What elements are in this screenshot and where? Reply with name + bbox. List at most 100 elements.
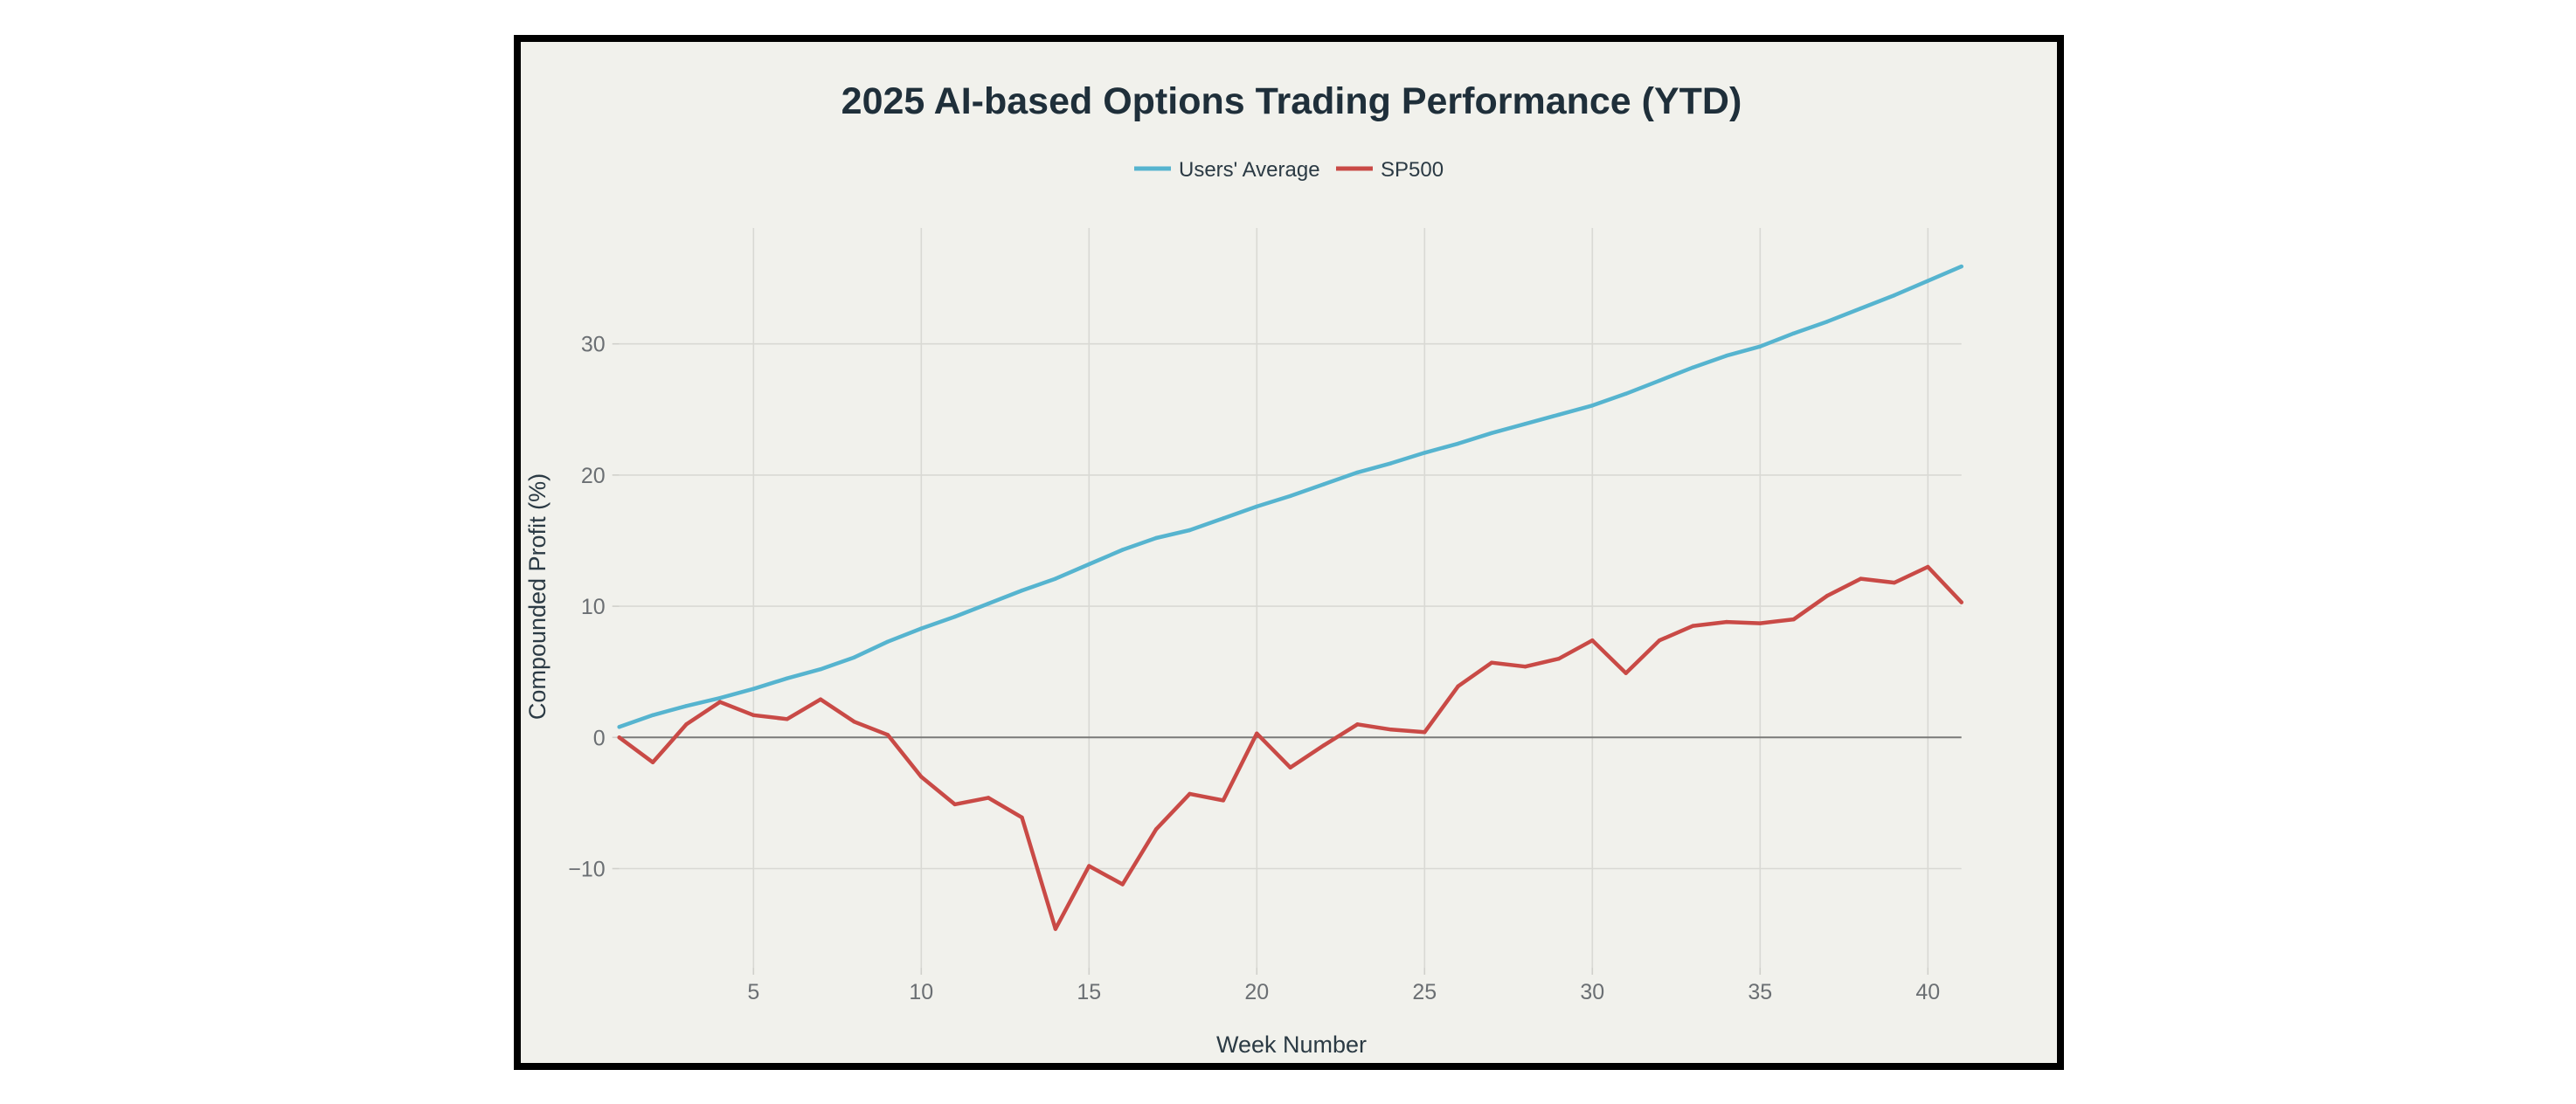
data-point-users-average	[1053, 576, 1058, 581]
data-point-sp500	[617, 735, 621, 740]
data-point-users-average	[1758, 344, 1762, 348]
data-point-users-average	[1489, 431, 1494, 435]
data-point-sp500	[1892, 580, 1897, 585]
data-point-sp500	[1624, 671, 1628, 675]
data-point-users-average	[1556, 412, 1562, 417]
legend-label-sp500: SP500	[1381, 158, 1444, 182]
data-point-users-average	[852, 655, 856, 659]
data-point-users-average	[1724, 354, 1729, 358]
x-tick-label: 40	[1915, 980, 1940, 1004]
data-point-users-average	[1355, 470, 1360, 475]
data-point-users-average	[919, 626, 924, 631]
x-tick-label: 10	[909, 980, 933, 1004]
data-point-sp500	[1120, 882, 1125, 887]
data-point-sp500	[785, 717, 789, 721]
data-point-users-average	[1926, 279, 1930, 283]
data-point-sp500	[986, 796, 991, 800]
y-tick-label: 30	[581, 333, 606, 357]
data-point-sp500	[1288, 765, 1292, 769]
x-tick-label: 20	[1244, 980, 1269, 1004]
data-point-users-average	[684, 704, 689, 708]
data-point-sp500	[1355, 722, 1360, 727]
data-point-users-average	[986, 601, 991, 606]
data-point-sp500	[684, 722, 689, 727]
data-point-sp500	[1188, 791, 1192, 797]
data-point-users-average	[1825, 320, 1830, 324]
y-axis-label: Compounded Profit (%)	[524, 473, 551, 720]
y-tick-label: 0	[593, 726, 606, 750]
y-tick-label: 20	[581, 464, 606, 488]
data-point-sp500	[919, 775, 924, 779]
data-point-sp500	[1321, 743, 1326, 748]
data-point-sp500	[1456, 684, 1460, 688]
data-point-users-average	[785, 676, 789, 680]
series-lines	[617, 264, 1963, 931]
data-point-sp500	[1590, 638, 1595, 643]
data-point-users-average	[818, 667, 823, 672]
x-tick-label: 30	[1580, 980, 1604, 1004]
data-point-sp500	[1153, 827, 1159, 831]
data-point-users-average	[1388, 461, 1394, 466]
chart-title: 2025 AI-based Options Trading Performanc…	[841, 80, 1742, 122]
data-point-users-average	[1423, 451, 1427, 455]
legend-label-users-average: Users' Average	[1179, 158, 1320, 182]
data-point-sp500	[1791, 617, 1796, 622]
data-point-users-average	[1590, 404, 1595, 408]
data-point-sp500	[717, 700, 723, 704]
data-point-sp500	[1053, 927, 1058, 931]
data-point-users-average	[1087, 562, 1091, 567]
data-point-users-average	[1959, 264, 1963, 269]
data-point-sp500	[1255, 731, 1259, 735]
data-point-users-average	[1153, 535, 1159, 541]
data-point-sp500	[952, 802, 957, 807]
y-tick-label: 10	[581, 595, 606, 619]
data-point-users-average	[1255, 504, 1259, 509]
data-point-sp500	[852, 720, 856, 724]
data-point-sp500	[1825, 593, 1830, 598]
data-point-sp500	[1657, 638, 1662, 643]
data-point-sp500	[1691, 624, 1695, 628]
data-point-sp500	[1388, 728, 1394, 732]
data-point-sp500	[1758, 621, 1762, 625]
data-point-users-average	[1120, 548, 1125, 552]
data-point-users-average	[952, 614, 957, 619]
data-point-sp500	[1020, 815, 1024, 820]
x-tick-label: 25	[1412, 980, 1437, 1004]
data-point-users-average	[1859, 306, 1863, 311]
data-point-users-average	[1624, 391, 1628, 396]
data-point-users-average	[1523, 422, 1527, 426]
data-point-users-average	[1791, 331, 1796, 335]
data-point-sp500	[818, 697, 823, 701]
axis-ticks: 5 10 15 20 25 30 35 40 30 20 10 0 −10	[568, 333, 1940, 1004]
data-point-sp500	[650, 760, 655, 764]
gridlines	[619, 228, 1962, 968]
data-point-users-average	[751, 687, 756, 691]
x-tick-label: 35	[1748, 980, 1772, 1004]
data-point-sp500	[1221, 798, 1226, 803]
chart-frame	[514, 35, 2064, 1070]
legend: Users' Average SP500	[1134, 158, 1444, 182]
data-point-sp500	[1859, 576, 1863, 581]
x-tick-label: 5	[747, 980, 759, 1004]
data-point-users-average	[1657, 378, 1662, 383]
data-point-sp500	[1489, 660, 1494, 665]
x-tick-label: 15	[1077, 980, 1101, 1004]
data-point-sp500	[885, 733, 890, 737]
data-point-sp500	[1959, 600, 1963, 604]
data-point-users-average	[650, 713, 655, 717]
data-point-users-average	[617, 725, 621, 729]
data-point-users-average	[1691, 365, 1695, 369]
data-point-sp500	[751, 713, 756, 717]
data-point-users-average	[1188, 528, 1192, 533]
data-point-users-average	[1321, 482, 1326, 486]
data-point-sp500	[1523, 665, 1527, 669]
data-point-sp500	[1087, 864, 1091, 868]
data-point-users-average	[1456, 441, 1460, 446]
data-point-users-average	[717, 696, 723, 700]
x-axis-label: Week Number	[1216, 1032, 1367, 1058]
data-point-users-average	[1288, 493, 1292, 499]
data-point-sp500	[1423, 730, 1427, 735]
data-point-users-average	[1221, 516, 1226, 521]
data-point-users-average	[1020, 588, 1024, 593]
